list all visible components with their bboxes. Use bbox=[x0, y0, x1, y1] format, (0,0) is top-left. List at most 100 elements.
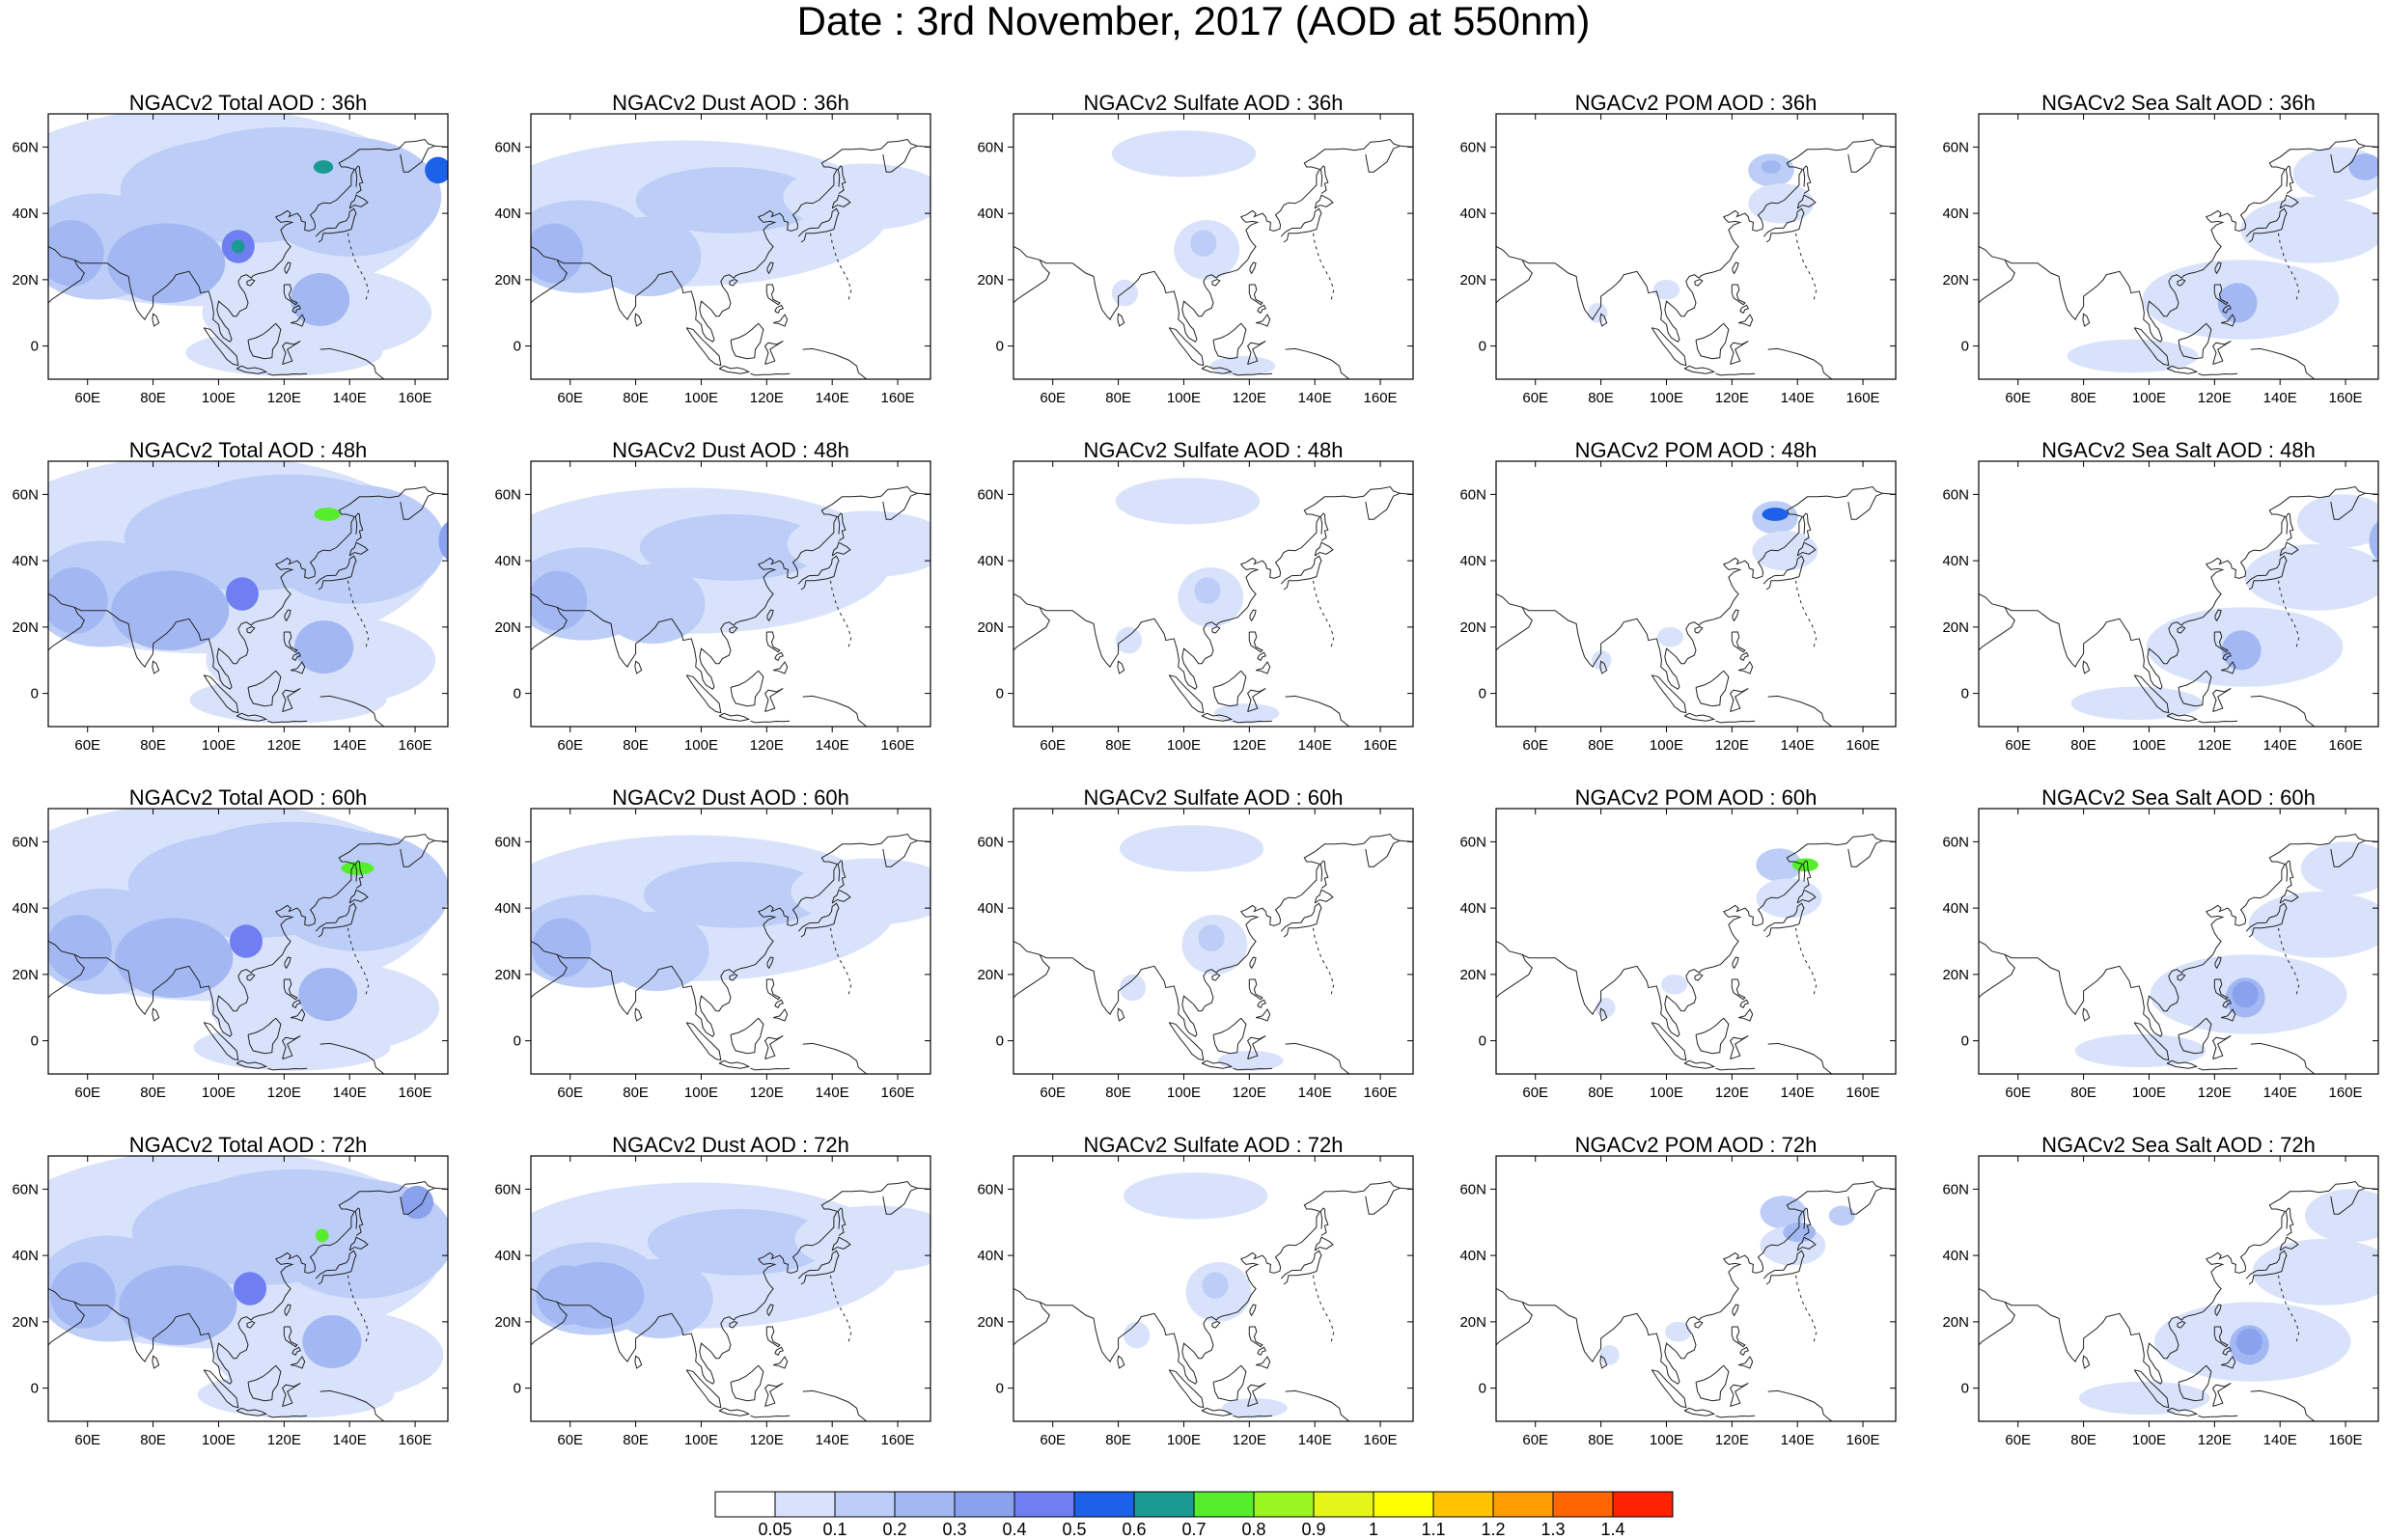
coastline bbox=[1212, 1364, 1247, 1402]
coastline bbox=[1847, 145, 1883, 173]
coastline bbox=[1715, 1067, 1756, 1071]
coastline bbox=[1249, 609, 1257, 622]
map-frame bbox=[530, 460, 931, 728]
lon-tick-label: 60E bbox=[2005, 737, 2031, 754]
coastline bbox=[319, 1389, 385, 1421]
coastline bbox=[1731, 631, 1746, 653]
lat-tick-label: 0 bbox=[1961, 686, 1969, 702]
aod-patch bbox=[531, 223, 584, 284]
coastline bbox=[1795, 233, 1818, 300]
coastline bbox=[797, 555, 840, 591]
coastline bbox=[797, 207, 840, 243]
coastline bbox=[236, 712, 268, 722]
coastline bbox=[73, 138, 448, 343]
aod-patch bbox=[48, 915, 112, 981]
coastline bbox=[48, 941, 85, 999]
coastline bbox=[267, 720, 308, 724]
coastline bbox=[774, 304, 785, 314]
coastline bbox=[2222, 304, 2233, 314]
coastline bbox=[1737, 1356, 1754, 1369]
lon-tick-label: 100E bbox=[1167, 1085, 1201, 1101]
colorbar-box bbox=[1492, 1491, 1554, 1518]
lat-tick-label: 40N bbox=[1459, 206, 1486, 222]
coastline bbox=[1731, 978, 1746, 1001]
coastline bbox=[1313, 233, 1335, 300]
lon-tick-label: 100E bbox=[2132, 1432, 2166, 1448]
coastline bbox=[1280, 555, 1322, 591]
coastline bbox=[1319, 860, 1329, 889]
lat-tick-label: 60N bbox=[1459, 139, 1486, 155]
coastline bbox=[774, 999, 785, 1008]
coastline bbox=[1280, 1250, 1322, 1285]
coastline bbox=[531, 246, 568, 304]
coastlines bbox=[1979, 1180, 2378, 1421]
coastline bbox=[236, 365, 268, 374]
aod-patch bbox=[1119, 974, 1147, 1002]
lon-tick-label: 60E bbox=[1040, 1432, 1066, 1448]
coastline bbox=[1233, 1415, 1273, 1418]
lat-tick-label: 0 bbox=[513, 686, 521, 702]
lon-tick-label: 120E bbox=[2198, 1085, 2232, 1101]
coastline bbox=[1732, 1304, 1739, 1317]
lon-tick-label: 160E bbox=[399, 390, 432, 406]
coastline bbox=[1847, 1187, 1883, 1215]
lon-tick-label: 140E bbox=[1298, 1085, 1332, 1101]
aod-patch bbox=[1592, 650, 1612, 671]
coastline bbox=[556, 485, 930, 690]
lat-tick-label: 20N bbox=[494, 967, 521, 983]
aod-field bbox=[48, 1156, 448, 1418]
lon-tick-label: 120E bbox=[750, 737, 784, 754]
lat-tick-label: 20N bbox=[494, 272, 521, 289]
coastline bbox=[1767, 695, 1833, 727]
coastline bbox=[400, 145, 435, 173]
panel-title: NGACv2 Total AOD : 48h bbox=[128, 438, 368, 462]
lon-tick-label: 100E bbox=[1650, 390, 1683, 406]
map-frame bbox=[1495, 460, 1897, 728]
coastline bbox=[2330, 839, 2366, 867]
coastline bbox=[1212, 322, 1247, 360]
lon-tick-label: 80E bbox=[1588, 1085, 1614, 1101]
coastline bbox=[2178, 1017, 2212, 1055]
aod-patch bbox=[552, 1262, 645, 1329]
coastline bbox=[802, 695, 868, 727]
panel-title: NGACv2 Sea Salt AOD : 60h bbox=[2041, 785, 2316, 810]
aod-patch bbox=[1756, 878, 1822, 919]
coastline bbox=[1257, 304, 1267, 314]
lon-tick-label: 140E bbox=[2263, 390, 2297, 406]
colorbar-box bbox=[1253, 1491, 1315, 1518]
coastline bbox=[2330, 145, 2366, 173]
coastline bbox=[319, 1042, 385, 1074]
coastlines bbox=[1496, 485, 1896, 727]
lat-tick-label: 40N bbox=[1942, 1248, 1969, 1264]
aod-field bbox=[531, 835, 930, 992]
lon-tick-label: 60E bbox=[1040, 737, 1066, 754]
lon-tick-label: 140E bbox=[1298, 390, 1332, 406]
coastline bbox=[1280, 207, 1322, 243]
lon-tick-label: 60E bbox=[557, 1432, 583, 1448]
coastline bbox=[291, 304, 302, 314]
coastline bbox=[1319, 165, 1329, 194]
lon-tick-label: 120E bbox=[750, 1432, 784, 1448]
coastline bbox=[319, 347, 385, 379]
coastline bbox=[831, 1236, 851, 1251]
aod-patch bbox=[225, 577, 259, 611]
coastline bbox=[1762, 902, 1805, 938]
coastline bbox=[531, 593, 568, 651]
coastline bbox=[1651, 1022, 1687, 1061]
lon-tick-label: 140E bbox=[1781, 1432, 1815, 1448]
lon-tick-label: 120E bbox=[750, 1085, 784, 1101]
coastlines bbox=[1979, 485, 2378, 727]
lon-tick-label: 160E bbox=[399, 1432, 432, 1448]
aod-field bbox=[48, 461, 448, 724]
coastline bbox=[2330, 1187, 2366, 1215]
coastlines bbox=[1013, 485, 1413, 727]
coastline bbox=[1599, 660, 1608, 674]
coastlines bbox=[1979, 138, 2378, 379]
aod-patch bbox=[1752, 531, 1818, 571]
panel-title: NGACv2 Sea Salt AOD : 36h bbox=[2041, 91, 2316, 115]
coastline bbox=[2004, 833, 2378, 1037]
figure-title: Date : 3rd November, 2017 (AOD at 550nm) bbox=[796, 0, 1591, 43]
coastline bbox=[203, 1022, 239, 1061]
coastline bbox=[1979, 593, 2015, 651]
coastline bbox=[1313, 927, 1335, 995]
